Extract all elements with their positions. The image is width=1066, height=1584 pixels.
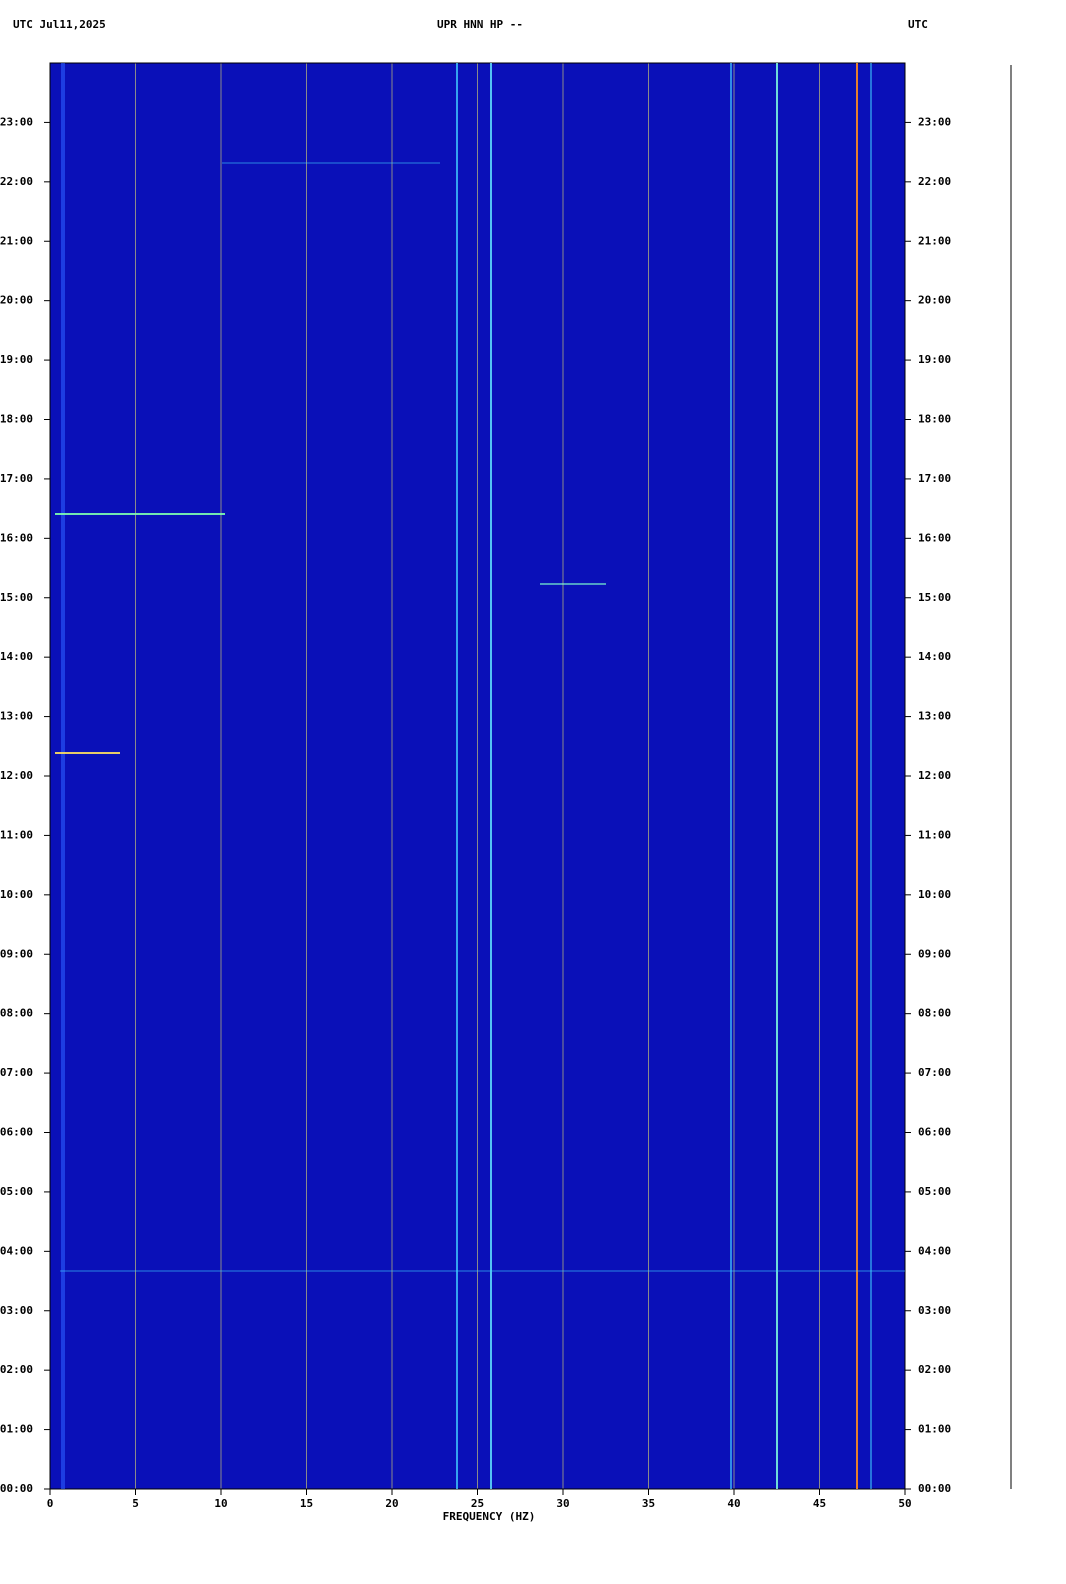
y-tick-label: 03:00 [918, 1304, 951, 1317]
y-tick-label: 12:00 [918, 769, 951, 782]
y-tick-label: 00:00 [0, 1482, 33, 1495]
y-tick-label: 17:00 [918, 472, 951, 485]
y-tick-label: 17:00 [0, 472, 33, 485]
x-tick-label: 30 [556, 1497, 569, 1510]
x-tick-label: 10 [214, 1497, 227, 1510]
y-tick-label: 22:00 [0, 175, 33, 188]
plot-area [49, 63, 906, 1489]
y-tick-label: 09:00 [0, 947, 33, 960]
x-tick-label: 50 [898, 1497, 911, 1510]
y-tick-label: 04:00 [918, 1244, 951, 1257]
timezone-label: UTC [908, 18, 928, 31]
y-tick-label: 03:00 [0, 1304, 33, 1317]
spectral-features [55, 63, 1012, 1489]
y-tick-label: 06:00 [0, 1126, 33, 1139]
y-tick-label: 14:00 [918, 650, 951, 663]
y-tick-label: 10:00 [918, 888, 951, 901]
date-label: UTC Jul11,2025 [13, 18, 106, 31]
y-tick-label: 19:00 [0, 353, 33, 366]
y-tick-label: 13:00 [0, 710, 33, 723]
y-tick-label: 21:00 [918, 234, 951, 247]
y-tick-label: 01:00 [918, 1423, 951, 1436]
y-tick-label: 15:00 [918, 591, 951, 604]
x-axis-label: FREQUENCY (HZ) [443, 1510, 536, 1523]
y-tick-label: 00:00 [918, 1482, 951, 1495]
plot-frame [49, 62, 906, 1490]
x-tick-label: 40 [727, 1497, 740, 1510]
x-tick-label: 5 [132, 1497, 139, 1510]
y-tick-label: 02:00 [0, 1363, 33, 1376]
y-tick-label: 04:00 [0, 1244, 33, 1257]
y-tick-label: 08:00 [0, 1007, 33, 1020]
y-tick-label: 05:00 [0, 1185, 33, 1198]
y-tick-label: 01:00 [0, 1423, 33, 1436]
y-tick-label: 13:00 [918, 710, 951, 723]
y-tick-label: 21:00 [0, 234, 33, 247]
y-tick-label: 07:00 [0, 1066, 33, 1079]
x-tick-label: 20 [385, 1497, 398, 1510]
y-tick-label: 20:00 [918, 294, 951, 307]
y-tick-label: 23:00 [0, 115, 33, 128]
y-tick-label: 08:00 [918, 1007, 951, 1020]
x-tick-label: 35 [642, 1497, 655, 1510]
x-tick-label: 0 [47, 1497, 54, 1510]
y-tick-label: 14:00 [0, 650, 33, 663]
y-tick-label: 09:00 [918, 947, 951, 960]
y-tick-label: 11:00 [918, 828, 951, 841]
y-tick-label: 11:00 [0, 828, 33, 841]
y-tick-label: 12:00 [0, 769, 33, 782]
y-tick-label: 02:00 [918, 1363, 951, 1376]
y-tick-label: 19:00 [918, 353, 951, 366]
x-tick-label: 15 [300, 1497, 313, 1510]
y-tick-label: 10:00 [0, 888, 33, 901]
y-tick-label: 05:00 [918, 1185, 951, 1198]
y-tick-label: 20:00 [0, 294, 33, 307]
y-tick-label: 16:00 [0, 531, 33, 544]
y-tick-label: 16:00 [918, 531, 951, 544]
x-tick-label: 45 [813, 1497, 826, 1510]
y-tick-label: 06:00 [918, 1126, 951, 1139]
chart-title: UPR HNN HP -- [437, 18, 523, 31]
y-tick-label: 18:00 [0, 413, 33, 426]
y-tick-label: 22:00 [918, 175, 951, 188]
x-tick-label: 25 [471, 1497, 484, 1510]
y-tick-label: 15:00 [0, 591, 33, 604]
y-tick-label: 18:00 [918, 413, 951, 426]
y-tick-label: 07:00 [918, 1066, 951, 1079]
y-tick-label: 23:00 [918, 115, 951, 128]
